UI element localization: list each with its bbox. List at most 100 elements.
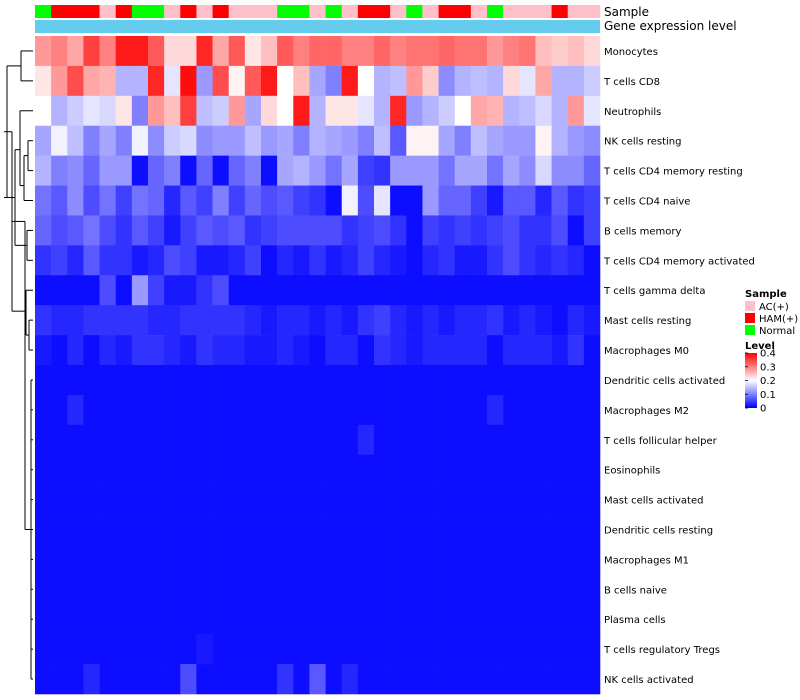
- heatmap-cell: [51, 36, 68, 67]
- sample-annotation-cell: [374, 5, 391, 18]
- heatmap-cell: [470, 634, 488, 665]
- heatmap-cell: [503, 185, 520, 216]
- heatmap-cell: [51, 424, 68, 456]
- heatmap-cell: [99, 514, 117, 545]
- heatmap-cell: [244, 544, 262, 575]
- heatmap-cell: [148, 335, 165, 366]
- heatmap-cell: [519, 424, 536, 456]
- sample-annotation-cell: [309, 5, 326, 18]
- heatmap-cell: [325, 484, 343, 515]
- heatmap-cell: [390, 604, 407, 635]
- heatmap-cell: [535, 544, 552, 575]
- heatmap-cell: [422, 514, 439, 545]
- sample-annotation-cell: [487, 5, 504, 18]
- heatmap-cell: [374, 185, 391, 216]
- heatmap-cell: [583, 215, 601, 246]
- heatmap-cell: [67, 514, 84, 545]
- heatmap-cell: [148, 574, 165, 605]
- heatmap-cell: [196, 245, 213, 276]
- heatmap-cell: [293, 185, 310, 216]
- heatmap-cell: [277, 155, 294, 186]
- heatmap-cell: [357, 95, 375, 127]
- heatmap-cell: [83, 185, 100, 216]
- heatmap-cell: [438, 604, 456, 635]
- heatmap-cell: [422, 604, 439, 635]
- heatmap-cell: [583, 394, 601, 426]
- heatmap-cell: [293, 544, 310, 575]
- heatmap-cell: [422, 95, 439, 127]
- heatmap-cell: [390, 394, 407, 426]
- heatmap-cell: [115, 604, 133, 635]
- heatmap-cell: [454, 335, 472, 366]
- heatmap-cell: [164, 514, 181, 545]
- heatmap-cell: [35, 125, 52, 156]
- heatmap-cell: [390, 125, 407, 156]
- heatmap-cell: [148, 36, 165, 67]
- sample-annotation-cell: [567, 5, 585, 18]
- heatmap-cell: [357, 664, 375, 695]
- heatmap-cell: [277, 215, 294, 246]
- heatmap-cell: [148, 215, 165, 246]
- heatmap-cell: [277, 394, 294, 426]
- heatmap-cell: [293, 125, 310, 156]
- heatmap-cell: [390, 454, 407, 485]
- heatmap-cell: [83, 394, 100, 426]
- heatmap-cell: [309, 454, 326, 485]
- row-label: Mast cells resting: [604, 316, 691, 327]
- sample-annotation-cell: [228, 5, 246, 18]
- heatmap-cell: [164, 125, 181, 156]
- heatmap-cell: [83, 125, 100, 156]
- sample-annotation-cell: [583, 5, 601, 18]
- heatmap-cell: [180, 574, 197, 605]
- heatmap-cell: [374, 514, 391, 545]
- heatmap-cell: [470, 215, 488, 246]
- heatmap-cell: [470, 574, 488, 605]
- heatmap-cell: [99, 245, 117, 276]
- heatmap-cell: [148, 664, 165, 695]
- row-label: Neutrophils: [604, 107, 661, 118]
- heatmap-cell: [83, 574, 100, 605]
- heatmap-cell: [567, 155, 585, 186]
- heatmap-cell: [470, 36, 488, 67]
- heatmap-cell: [325, 65, 343, 97]
- heatmap-cell: [454, 484, 472, 515]
- heatmap-cell: [148, 245, 165, 276]
- heatmap-cell: [406, 305, 423, 336]
- heatmap-cell: [35, 185, 52, 216]
- heatmap-cell: [535, 664, 552, 695]
- heatmap-cell: [293, 155, 310, 186]
- heatmap-cell: [244, 125, 262, 156]
- heatmap-cell: [115, 394, 133, 426]
- sample-annotation-cell: [148, 5, 165, 18]
- heatmap-cell: [535, 125, 552, 156]
- heatmap-cell: [503, 454, 520, 485]
- sample-annotation-cell: [35, 5, 52, 18]
- heatmap-cell: [438, 424, 456, 456]
- heatmap-cell: [228, 664, 246, 695]
- heatmap-cell: [470, 155, 488, 186]
- heatmap-cell: [470, 514, 488, 545]
- heatmap-cell: [83, 604, 100, 635]
- heatmap-cell: [244, 65, 262, 97]
- heatmap-cell: [374, 544, 391, 575]
- row-label: NK cells activated: [604, 675, 694, 686]
- heatmap-cell: [212, 245, 230, 276]
- heatmap-cell: [115, 365, 133, 396]
- heatmap-cell: [309, 36, 326, 67]
- heatmap-cell: [293, 514, 310, 545]
- heatmap-cell: [309, 215, 326, 246]
- heatmap-cell: [519, 454, 536, 485]
- heatmap-cell: [422, 335, 439, 366]
- heatmap-cell: [51, 125, 68, 156]
- heatmap-cell: [212, 125, 230, 156]
- heatmap-cell: [567, 215, 585, 246]
- heatmap-cell: [438, 125, 456, 156]
- heatmap-cell: [196, 305, 213, 336]
- heatmap-cell: [406, 335, 423, 366]
- heatmap-cell: [164, 544, 181, 575]
- heatmap-cell: [131, 155, 149, 186]
- heatmap-cell: [131, 664, 149, 695]
- heatmap-cell: [406, 514, 423, 545]
- heatmap-cell: [535, 574, 552, 605]
- heatmap-cell: [454, 185, 472, 216]
